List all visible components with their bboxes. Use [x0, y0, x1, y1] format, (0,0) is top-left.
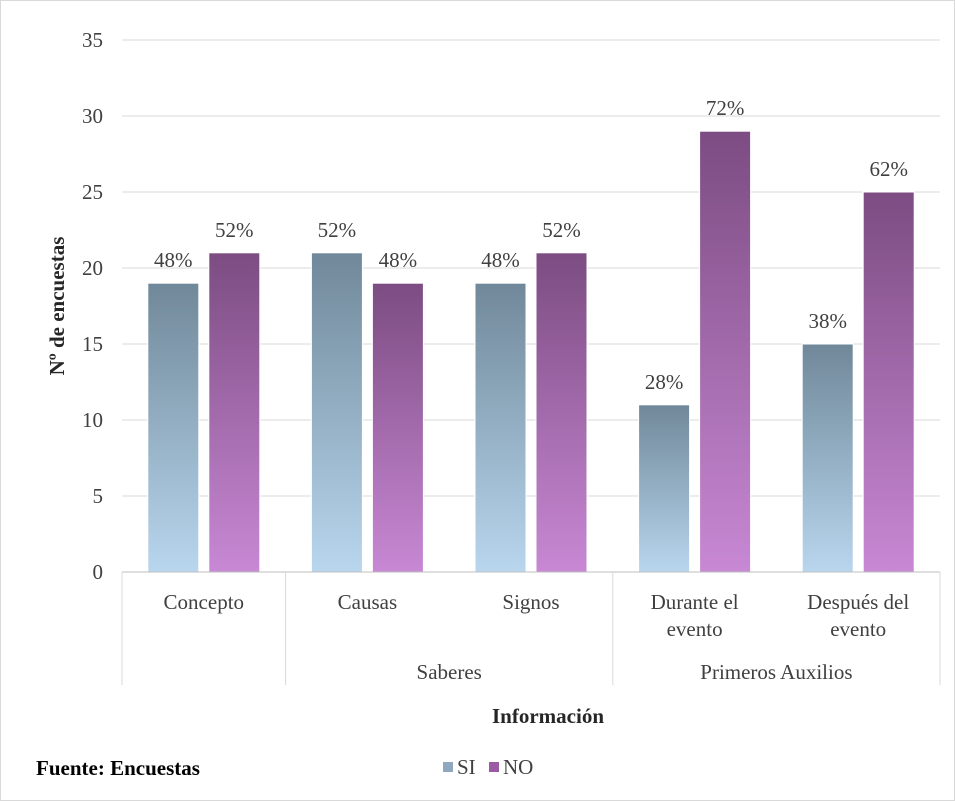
data-label-no-4: 62%	[869, 157, 908, 181]
data-label-no-3: 72%	[706, 96, 745, 120]
bar-no-0	[208, 252, 261, 573]
x-tick-label: Concepto	[164, 590, 244, 614]
x-tick-label: Causas	[338, 590, 398, 614]
bar-no-3	[699, 130, 752, 573]
y-axis-title: Nº de encuestas	[45, 237, 69, 376]
legend-label-no: NO	[503, 755, 533, 779]
data-label-no-1: 48%	[379, 248, 418, 272]
bar-si-2	[474, 282, 527, 573]
bar-no-2	[535, 252, 588, 573]
data-label-no-2: 52%	[542, 218, 581, 242]
y-axis-ticks: 0 5 10 15 20 25 30 35	[82, 28, 103, 584]
data-label-si-1: 52%	[318, 218, 357, 242]
y-tick-label: 20	[82, 256, 103, 280]
y-tick-label: 0	[93, 560, 104, 584]
bar-si-1	[310, 252, 363, 573]
y-tick-label: 30	[82, 104, 103, 128]
y-tick-label: 5	[93, 484, 104, 508]
legend: SI NO	[443, 755, 533, 779]
bar-no-1	[371, 282, 424, 573]
group-label: Saberes	[417, 660, 482, 684]
data-label-no-0: 52%	[215, 218, 254, 242]
data-label-si-3: 28%	[645, 370, 684, 394]
x-tick-label: Durante el evento	[651, 590, 739, 641]
source-note: Fuente: Encuestas	[36, 756, 200, 780]
data-label-si-0: 48%	[154, 248, 193, 272]
bar-si-0	[147, 282, 200, 573]
legend-label-si: SI	[457, 755, 476, 779]
data-labels: 48% 52% 48% 28% 38% 52% 48% 52% 72% 62%	[154, 96, 908, 394]
legend-swatch-si	[443, 762, 453, 772]
y-tick-label: 15	[82, 332, 103, 356]
y-tick-label: 25	[82, 180, 103, 204]
y-tick-label: 10	[82, 408, 103, 432]
x-tick-label: Después del evento	[807, 590, 909, 641]
bar-si-3	[638, 404, 691, 573]
bars	[147, 130, 915, 573]
bar-no-4	[862, 191, 915, 573]
group-label: Primeros Auxilios	[700, 660, 852, 684]
data-label-si-4: 38%	[808, 309, 847, 333]
y-tick-label: 35	[82, 28, 103, 52]
x-axis: Concepto Causas Signos Durante el evento Desp…	[121, 571, 941, 685]
x-tick-label: Signos	[502, 590, 559, 614]
bar-si-4	[801, 343, 854, 573]
x-axis-title: Información	[492, 704, 604, 728]
legend-swatch-no	[489, 762, 499, 772]
data-label-si-2: 48%	[481, 248, 520, 272]
